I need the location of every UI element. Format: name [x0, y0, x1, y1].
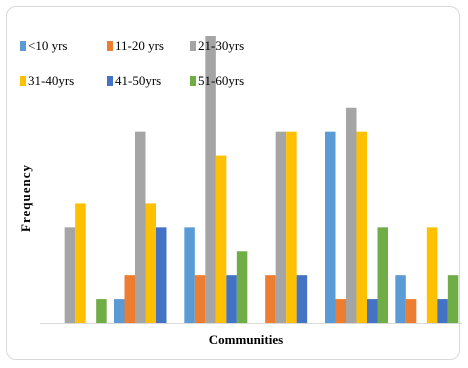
legend-label-1: <10 yrs: [28, 38, 67, 53]
legend-swatch-4: [20, 76, 26, 86]
bar-c2-s5: [156, 227, 167, 323]
bar-c5-s3: [346, 107, 357, 323]
bar-c5-s6: [377, 227, 388, 323]
bar-c6-s1: [395, 275, 406, 323]
legend-label-3: 21-30yrs: [198, 38, 244, 53]
legend: <10 yrs 11-20 yrs 21-30yrs 31-40yrs 41-50yrs…: [20, 38, 244, 88]
bar-c4-s4: [286, 131, 297, 323]
legend-swatch-3: [190, 41, 196, 51]
bar-c1-s3: [64, 227, 76, 323]
legend-label-4: 31-40yrs: [28, 73, 74, 88]
bar-c3-s2: [194, 275, 206, 323]
legend-label-5: 41-50yrs: [115, 73, 161, 88]
bar-c1-s6: [96, 299, 107, 323]
bar-c3-s5: [226, 275, 237, 323]
bar-c3-s6: [236, 251, 248, 323]
bar-c3-s4: [215, 155, 227, 323]
bar-c6-s6: [447, 275, 459, 323]
legend-swatch-5: [107, 76, 113, 86]
bars-layer: [64, 36, 459, 323]
x-axis-title: Communities: [209, 332, 283, 347]
legend-swatch-6: [190, 76, 196, 86]
bar-c3-s1: [184, 227, 195, 323]
legend-label-2: 11-20 yrs: [115, 38, 164, 53]
bar-c1-s4: [75, 203, 86, 323]
y-axis-title: Frequency: [18, 164, 33, 232]
bar-c5-s1: [325, 131, 336, 323]
bar-c5-s5: [367, 299, 378, 323]
bar-c4-s2: [265, 275, 276, 323]
bar-c3-s3: [205, 36, 216, 323]
bar-c2-s3: [135, 131, 146, 323]
legend-swatch-1: [20, 41, 26, 51]
legend-label-6: 51-60yrs: [198, 73, 244, 88]
bar-c6-s4: [426, 227, 438, 323]
bar-c2-s2: [124, 275, 135, 323]
legend-swatch-2: [107, 41, 113, 51]
bar-c2-s1: [114, 299, 125, 323]
bar-c6-s2: [405, 299, 417, 323]
bar-c4-s3: [275, 131, 287, 323]
bar-c6-s5: [437, 299, 448, 323]
bar-c2-s4: [145, 203, 156, 323]
bar-c4-s5: [296, 275, 308, 323]
bar-c5-s2: [335, 299, 346, 323]
bar-c5-s4: [356, 131, 367, 323]
